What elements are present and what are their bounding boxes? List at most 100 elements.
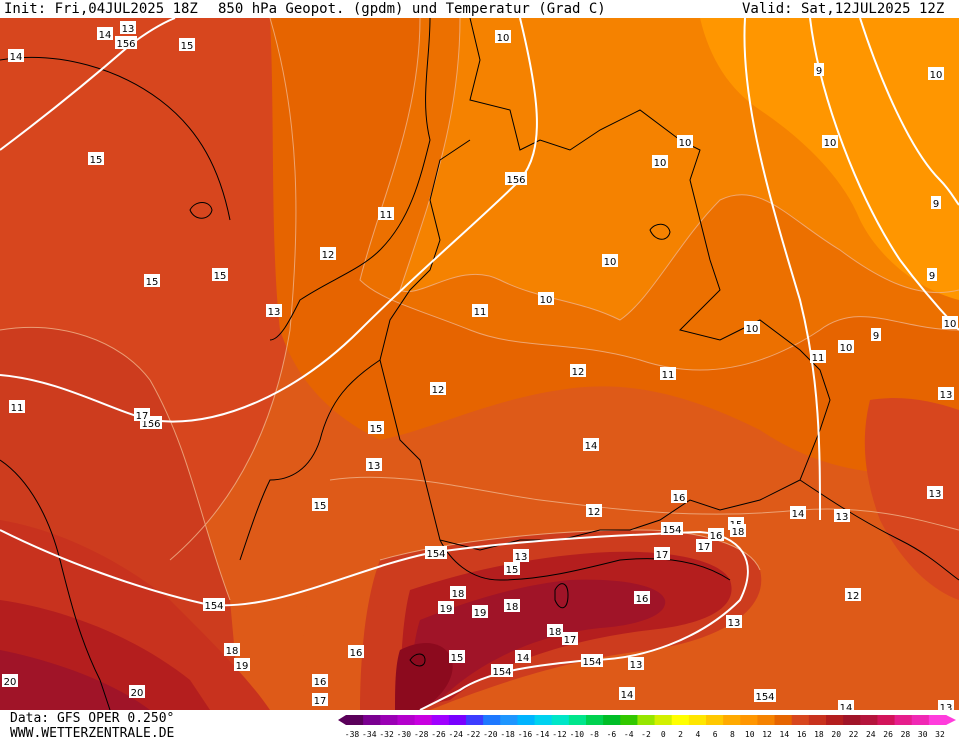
temperature-label: 10 xyxy=(928,67,944,81)
colorbar-tick-label: 10 xyxy=(744,730,755,739)
colorbar-swatch xyxy=(774,715,793,725)
temperature-band-9 xyxy=(700,18,959,300)
temperature-label: 15 xyxy=(144,274,160,288)
temperature-label-text: 10 xyxy=(944,319,957,330)
temperature-label-text: 13 xyxy=(940,703,953,710)
temperature-label-text: 18 xyxy=(226,646,239,657)
temperature-label-text: 18 xyxy=(732,527,745,538)
temperature-label-text: 11 xyxy=(380,210,393,221)
temperature-label: 13 xyxy=(834,509,850,523)
temperature-label: 18 xyxy=(730,524,746,538)
geopotential-label-text: 156 xyxy=(116,39,135,50)
temperature-label: 11 xyxy=(9,400,25,414)
temperature-label: 20 xyxy=(2,674,18,688)
valid-time-label: Valid: Sat,12JUL2025 12Z xyxy=(742,1,945,17)
temperature-label: 12 xyxy=(320,247,336,261)
temperature-label: 17 xyxy=(654,547,670,561)
temperature-label: 11 xyxy=(660,367,676,381)
temperature-label-text: 10 xyxy=(930,70,943,81)
temperature-label: 13 xyxy=(266,304,282,318)
temperature-label: 13 xyxy=(120,21,136,35)
colorbar-swatch xyxy=(620,715,638,725)
colorbar-swatch xyxy=(551,715,570,725)
colorbar-tick-label: -2 xyxy=(641,730,651,739)
temperature-label: 15 xyxy=(504,562,520,576)
temperature-label-text: 19 xyxy=(236,661,249,672)
temperature-label: 18 xyxy=(224,643,240,657)
temperature-label-text: 10 xyxy=(604,257,617,268)
geopotential-label: 156 xyxy=(505,172,527,186)
temperature-label-text: 15 xyxy=(506,565,519,576)
temperature-label-text: 13 xyxy=(630,660,643,671)
colorbar-tick-label: 20 xyxy=(831,730,842,739)
geopotential-label-text: 154 xyxy=(426,549,445,560)
colorbar-swatch xyxy=(723,715,741,725)
temperature-label: 13 xyxy=(366,458,382,472)
colorbar-tick-label: -10 xyxy=(569,730,585,739)
temperature-label-text: 13 xyxy=(728,618,741,629)
colorbar-tick-label: -38 xyxy=(344,730,360,739)
colorbar-tick-label: 28 xyxy=(900,730,911,739)
temperature-label: 13 xyxy=(628,657,644,671)
colorbar-tick-label: -4 xyxy=(623,730,634,739)
temperature-label-text: 17 xyxy=(698,542,711,553)
temperature-label: 14 xyxy=(8,49,24,63)
colorbar-swatch xyxy=(448,715,467,725)
temperature-label: 15 xyxy=(368,421,384,435)
temperature-label: 16 xyxy=(348,645,364,659)
temperature-label-text: 10 xyxy=(540,295,553,306)
temperature-label: 13 xyxy=(726,615,742,629)
colorbar-swatch xyxy=(911,715,930,725)
temperature-label-text: 9 xyxy=(933,199,939,210)
temperature-label: 9 xyxy=(814,63,824,77)
colorbar-tick-label: 30 xyxy=(917,730,928,739)
temperature-label-text: 17 xyxy=(564,635,577,646)
temperature-label-text: 18 xyxy=(549,627,562,638)
temperature-label-text: 18 xyxy=(452,589,465,600)
temperature-label: 16 xyxy=(671,490,687,504)
temperature-label: 19 xyxy=(234,658,250,672)
temperature-label: 13 xyxy=(938,387,954,401)
temperature-label: 20 xyxy=(129,685,145,699)
temperature-label: 12 xyxy=(430,382,446,396)
colorbar-swatch xyxy=(654,715,673,725)
temperature-label-text: 13 xyxy=(368,461,381,472)
temperature-label-text: 10 xyxy=(679,138,692,149)
colorbar-tick-label: 12 xyxy=(762,730,772,739)
temperature-label-text: 15 xyxy=(370,424,383,435)
temperature-label-text: 10 xyxy=(497,33,510,44)
geopotential-label-text: 154 xyxy=(755,692,774,703)
temperature-label: 10 xyxy=(744,321,760,335)
temperature-label: 14 xyxy=(97,27,113,41)
temperature-label-text: 13 xyxy=(268,307,281,318)
temperature-label: 11 xyxy=(378,207,394,221)
temperature-label-text: 12 xyxy=(588,507,601,518)
temperature-label-text: 14 xyxy=(840,703,853,710)
temperature-label-text: 10 xyxy=(654,158,667,169)
temperature-label: 16 xyxy=(312,674,328,688)
temperature-label: 14 xyxy=(790,506,806,520)
temperature-label: 15 xyxy=(179,38,195,52)
temperature-label-text: 12 xyxy=(572,367,585,378)
temperature-label: 10 xyxy=(652,155,668,169)
colorbar-swatch xyxy=(894,715,913,725)
temperature-label-text: 15 xyxy=(146,277,159,288)
temperature-label-text: 16 xyxy=(636,594,649,605)
temperature-label-text: 13 xyxy=(515,552,528,563)
colorbar-tick-label: -22 xyxy=(465,730,481,739)
colorbar-tick-label: 24 xyxy=(865,730,876,739)
geopotential-label-text: 154 xyxy=(582,657,601,668)
colorbar-tick-label: -8 xyxy=(589,730,599,739)
colorbar-tick-label: 16 xyxy=(796,730,807,739)
colorbar-swatch xyxy=(346,715,364,725)
colorbar-swatch xyxy=(637,715,656,725)
temperature-label-text: 12 xyxy=(322,250,335,261)
temperature-label: 10 xyxy=(838,340,854,354)
colorbar-tick-label: 0 xyxy=(660,730,666,739)
colorbar-min-arrow xyxy=(338,715,346,725)
colorbar-swatch xyxy=(517,715,536,725)
temperature-label: 19 xyxy=(438,601,454,615)
temperature-label-text: 16 xyxy=(314,677,327,688)
temperature-label: 12 xyxy=(570,364,586,378)
